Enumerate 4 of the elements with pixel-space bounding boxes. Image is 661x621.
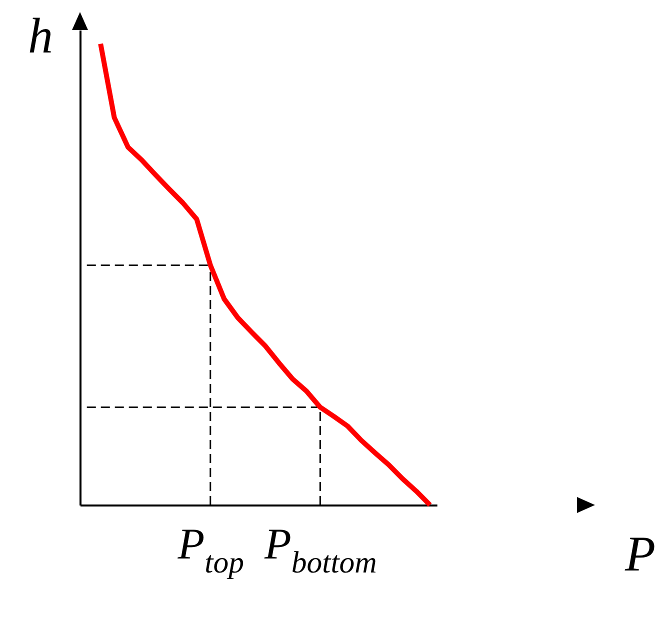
x-tick-label: P$_{top}$ (176, 520, 244, 580)
y-axis-title: h (28, 8, 53, 64)
x-tick-label: P$_{bottom}$ (263, 520, 377, 580)
x-axis-title: P (624, 526, 656, 582)
